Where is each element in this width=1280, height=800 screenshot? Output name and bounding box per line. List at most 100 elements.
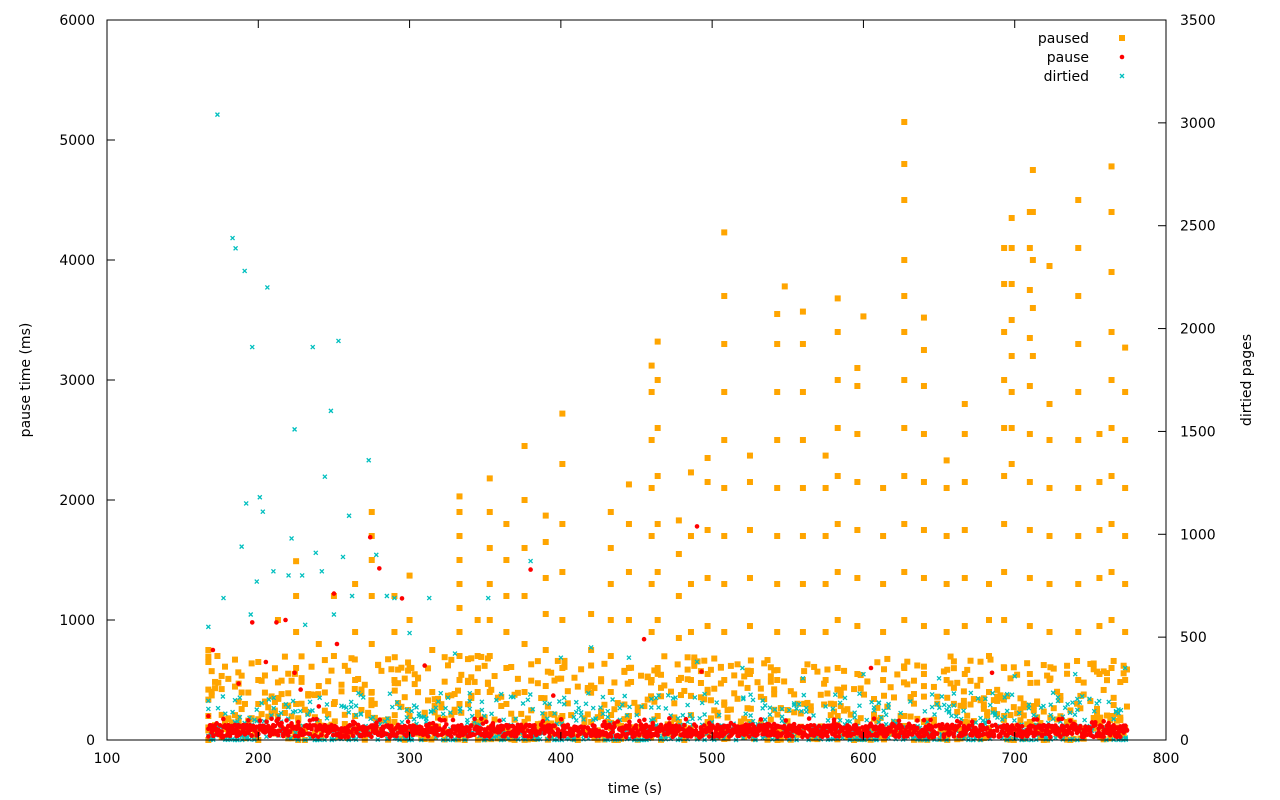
paused-point bbox=[807, 707, 814, 714]
paused-point bbox=[727, 662, 734, 669]
paused-point bbox=[235, 669, 242, 676]
paused-point bbox=[588, 647, 595, 653]
paused-point bbox=[711, 707, 718, 714]
paused-point bbox=[704, 671, 711, 677]
dirtied-point bbox=[687, 712, 693, 718]
paused-point bbox=[484, 680, 491, 687]
paused-point bbox=[245, 689, 252, 696]
paused-point bbox=[791, 709, 798, 716]
dirtied-point bbox=[990, 690, 996, 696]
paused-point bbox=[1007, 712, 1014, 719]
pause-point bbox=[467, 727, 472, 732]
paused-point bbox=[1034, 679, 1041, 686]
paused-point bbox=[857, 715, 864, 722]
paused-point bbox=[591, 734, 598, 741]
paused-point bbox=[799, 533, 806, 539]
paused-point bbox=[395, 666, 402, 673]
paused-point bbox=[607, 617, 614, 623]
paused-point bbox=[451, 708, 458, 715]
paused-point bbox=[854, 365, 861, 371]
paused-point bbox=[281, 653, 288, 660]
paused-point bbox=[837, 687, 844, 694]
paused-point bbox=[368, 641, 375, 647]
dirtied-point bbox=[387, 691, 393, 697]
paused-point bbox=[901, 257, 908, 263]
paused-point bbox=[980, 705, 987, 712]
pause-point bbox=[931, 734, 937, 739]
paused-point bbox=[498, 735, 505, 742]
dirtied-point bbox=[411, 716, 417, 722]
pause-point bbox=[667, 716, 672, 721]
dirtied-point bbox=[1106, 699, 1112, 705]
pause-point bbox=[550, 693, 556, 698]
dirtied-point bbox=[397, 705, 403, 711]
dirtied-point bbox=[626, 655, 632, 661]
paused-point bbox=[907, 694, 914, 701]
paused-point bbox=[1110, 702, 1117, 709]
pause-point bbox=[627, 724, 632, 730]
paused-point bbox=[456, 533, 463, 539]
pause-point bbox=[583, 733, 589, 739]
paused-point bbox=[950, 665, 957, 672]
paused-point bbox=[486, 581, 493, 587]
dirtied-point bbox=[1067, 710, 1073, 716]
pause-point bbox=[896, 734, 902, 740]
paused-point bbox=[456, 677, 463, 683]
paused-point bbox=[231, 712, 238, 719]
paused-point bbox=[822, 677, 829, 683]
paused-point bbox=[880, 485, 887, 491]
paused-point bbox=[1096, 575, 1103, 581]
paused-point bbox=[474, 653, 481, 659]
pause-point bbox=[816, 723, 822, 729]
dirtied-point bbox=[324, 715, 330, 721]
paused-point bbox=[368, 557, 375, 563]
dirtied-point bbox=[624, 712, 630, 718]
pause-point bbox=[405, 719, 411, 725]
paused-point bbox=[391, 680, 398, 687]
dirtied-point bbox=[656, 704, 662, 710]
pause-point bbox=[302, 731, 308, 736]
paused-point bbox=[854, 671, 861, 677]
paused-point bbox=[721, 699, 728, 706]
paused-point bbox=[607, 545, 614, 551]
paused-point bbox=[607, 689, 614, 695]
dirtied-point bbox=[573, 717, 579, 723]
pause-point bbox=[796, 723, 802, 729]
paused-point bbox=[721, 437, 728, 443]
paused-point bbox=[1119, 35, 1125, 41]
dirtied-point bbox=[513, 716, 519, 722]
paused-point bbox=[957, 726, 964, 733]
paused-point bbox=[854, 575, 861, 581]
pause-point bbox=[478, 716, 484, 722]
dirtied-point bbox=[404, 707, 410, 713]
dirtied-point bbox=[530, 706, 536, 712]
pause-point bbox=[500, 726, 506, 732]
paused-point bbox=[804, 661, 811, 668]
dirtied-point bbox=[257, 494, 263, 500]
paused-point bbox=[774, 437, 781, 443]
paused-point bbox=[651, 698, 658, 705]
pause-point bbox=[558, 716, 564, 722]
dirtied-point bbox=[467, 706, 473, 712]
paused-point bbox=[238, 672, 245, 679]
paused-point bbox=[737, 680, 744, 687]
paused-point bbox=[654, 670, 661, 677]
paused-point bbox=[531, 735, 538, 742]
paused-point bbox=[744, 705, 751, 712]
dirtied-point bbox=[886, 701, 892, 707]
pause-point bbox=[806, 716, 812, 721]
paused-point bbox=[428, 736, 435, 743]
paused-point bbox=[1050, 705, 1057, 712]
paused-point bbox=[255, 659, 262, 665]
pause-point bbox=[525, 734, 531, 739]
paused-point bbox=[1020, 700, 1027, 707]
x-tick-label: 300 bbox=[396, 751, 423, 767]
paused-point bbox=[406, 617, 413, 623]
paused-point bbox=[1090, 660, 1097, 667]
dirtied-point bbox=[239, 544, 245, 550]
paused-point bbox=[930, 683, 937, 690]
paused-point bbox=[1029, 353, 1036, 359]
paused-point bbox=[464, 701, 471, 708]
paused-point bbox=[961, 479, 968, 485]
pause-point bbox=[249, 620, 255, 625]
